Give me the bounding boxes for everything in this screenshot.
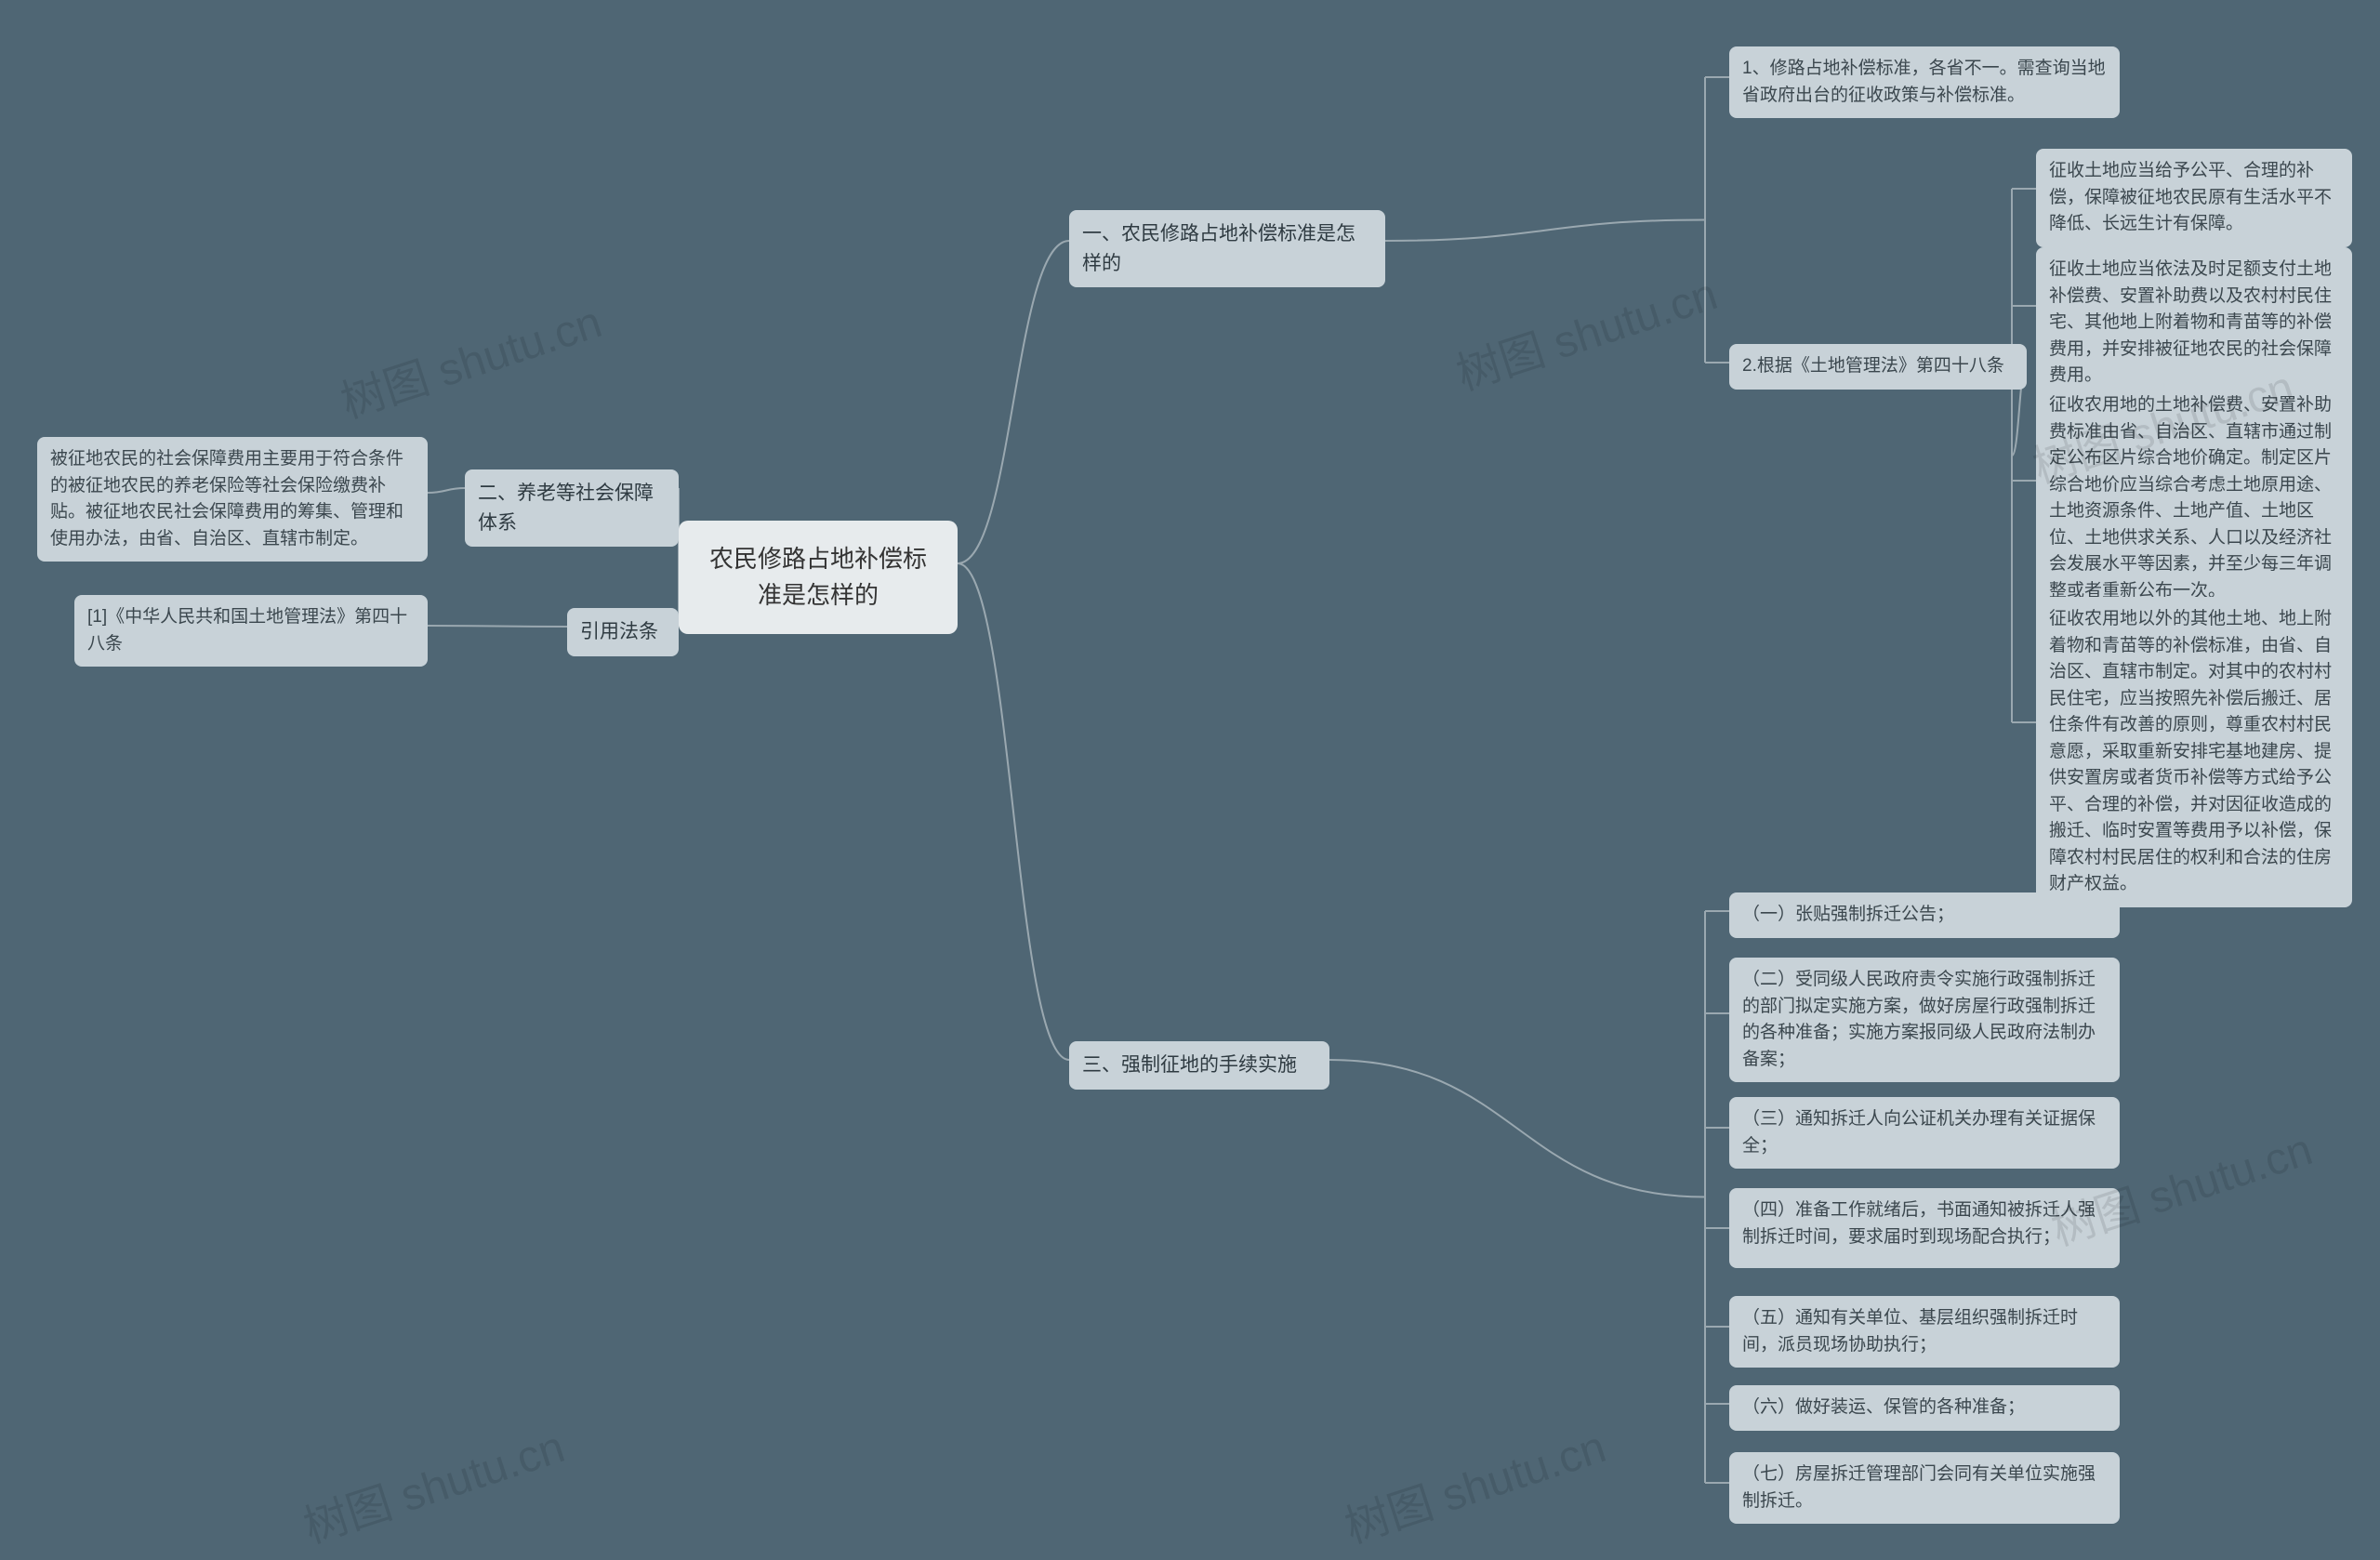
leaf-b3-4-label: （五）通知有关单位、基层组织强制拆迁时间，派员现场协助执行； bbox=[1742, 1308, 2078, 1355]
leaf-b3-0-label: （一）张贴强制拆迁公告； bbox=[1742, 905, 1954, 924]
leaf-b3-5-label: （六）做好装运、保管的各种准备； bbox=[1742, 1397, 2025, 1417]
leaf-b3-2-label: （三）通知拆迁人向公证机关办理有关证据保全； bbox=[1742, 1109, 2096, 1156]
leaf-b1-1[interactable]: 2.根据《土地管理法》第四十八条 bbox=[1729, 344, 2027, 390]
root-node-label: 农民修路占地补偿标准是怎样的 bbox=[709, 545, 927, 609]
leaf-b3-3[interactable]: （四）准备工作就绪后，书面通知被拆迁人强制拆迁时间，要求届时到现场配合执行； bbox=[1729, 1188, 2120, 1268]
branch-cite-label: 引用法条 bbox=[580, 621, 658, 642]
leaf-b3-3-label: （四）准备工作就绪后，书面通知被拆迁人强制拆迁时间，要求届时到现场配合执行； bbox=[1742, 1200, 2096, 1247]
leaf-b1-1-1-label: 征收土地应当依法及时足额支付土地补偿费、安置补助费以及农村村民住宅、其他地上附着… bbox=[2049, 259, 2332, 385]
leaf-b1-1-2[interactable]: 征收农用地的土地补偿费、安置补助费标准由省、自治区、直辖市通过制定公布区片综合地… bbox=[2036, 383, 2352, 614]
leaf-b3-0[interactable]: （一）张贴强制拆迁公告； bbox=[1729, 892, 2120, 938]
leaf-b1-1-2-label: 征收农用地的土地补偿费、安置补助费标准由省、自治区、直辖市通过制定公布区片综合地… bbox=[2049, 395, 2332, 601]
leaf-b1-1-3[interactable]: 征收农用地以外的其他土地、地上附着物和青苗等的补偿标准，由省、自治区、直辖市制定… bbox=[2036, 597, 2352, 907]
branch-cite[interactable]: 引用法条 bbox=[567, 608, 679, 656]
branch-b3[interactable]: 三、强制征地的手续实施 bbox=[1069, 1041, 1329, 1090]
leaf-b3-6-label: （七）房屋拆迁管理部门会同有关单位实施强制拆迁。 bbox=[1742, 1464, 2096, 1511]
leaf-b3-5[interactable]: （六）做好装运、保管的各种准备； bbox=[1729, 1385, 2120, 1431]
leaf-b3-1[interactable]: （二）受同级人民政府责令实施行政强制拆迁的部门拟定实施方案，做好房屋行政强制拆迁… bbox=[1729, 958, 2120, 1082]
leaf-b3-6[interactable]: （七）房屋拆迁管理部门会同有关单位实施强制拆迁。 bbox=[1729, 1452, 2120, 1524]
leaf-b1-1-1[interactable]: 征收土地应当依法及时足额支付土地补偿费、安置补助费以及农村村民住宅、其他地上附着… bbox=[2036, 247, 2352, 399]
leaf-b3-4[interactable]: （五）通知有关单位、基层组织强制拆迁时间，派员现场协助执行； bbox=[1729, 1296, 2120, 1368]
leaf-b1-0-label: 1、修路占地补偿标准，各省不一。需查询当地省政府出台的征收政策与补偿标准。 bbox=[1742, 59, 2106, 105]
leaf-b1-0[interactable]: 1、修路占地补偿标准，各省不一。需查询当地省政府出台的征收政策与补偿标准。 bbox=[1729, 46, 2120, 118]
leaf-b2-0[interactable]: 被征地农民的社会保障费用主要用于符合条件的被征地农民的养老保险等社会保险缴费补贴… bbox=[37, 437, 428, 562]
leaf-cite-0-label: [1]《中华人民共和国土地管理法》第四十八条 bbox=[87, 607, 407, 654]
branch-b1-label: 一、农民修路占地补偿标准是怎样的 bbox=[1082, 223, 1355, 274]
branch-b3-label: 三、强制征地的手续实施 bbox=[1082, 1054, 1297, 1076]
leaf-b1-1-0-label: 征收土地应当给予公平、合理的补偿，保障被征地农民原有生活水平不降低、长远生计有保… bbox=[2049, 161, 2332, 233]
leaf-b3-1-label: （二）受同级人民政府责令实施行政强制拆迁的部门拟定实施方案，做好房屋行政强制拆迁… bbox=[1742, 970, 2096, 1069]
leaf-b3-2[interactable]: （三）通知拆迁人向公证机关办理有关证据保全； bbox=[1729, 1097, 2120, 1169]
branch-b1[interactable]: 一、农民修路占地补偿标准是怎样的 bbox=[1069, 210, 1385, 287]
root-node[interactable]: 农民修路占地补偿标准是怎样的 bbox=[679, 521, 958, 634]
leaf-b2-0-label: 被征地农民的社会保障费用主要用于符合条件的被征地农民的养老保险等社会保险缴费补贴… bbox=[50, 449, 403, 549]
branch-b2[interactable]: 二、养老等社会保障体系 bbox=[465, 469, 679, 547]
leaf-b1-1-label: 2.根据《土地管理法》第四十八条 bbox=[1742, 356, 2004, 376]
leaf-b1-1-3-label: 征收农用地以外的其他土地、地上附着物和青苗等的补偿标准，由省、自治区、直辖市制定… bbox=[2049, 609, 2332, 893]
leaf-cite-0[interactable]: [1]《中华人民共和国土地管理法》第四十八条 bbox=[74, 595, 428, 667]
branch-b2-label: 二、养老等社会保障体系 bbox=[478, 483, 654, 534]
leaf-b1-1-0[interactable]: 征收土地应当给予公平、合理的补偿，保障被征地农民原有生活水平不降低、长远生计有保… bbox=[2036, 149, 2352, 247]
